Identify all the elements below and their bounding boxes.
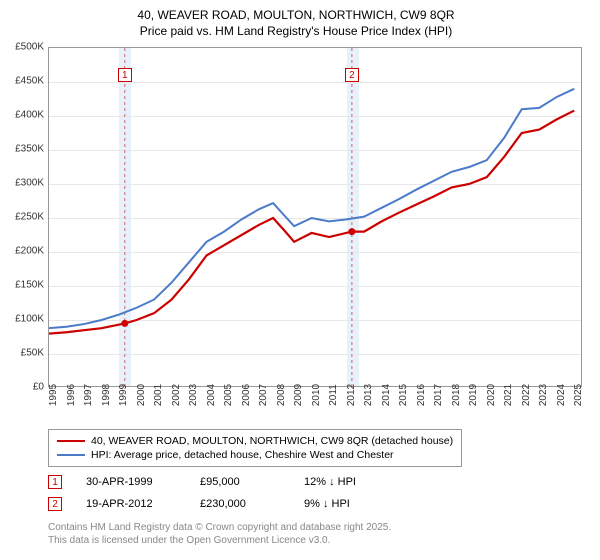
footer-attribution: Contains HM Land Registry data © Crown c…: [48, 521, 582, 547]
chart-area: £0 £50K £100K £150K £200K £250K £300K £350K £400…: [10, 43, 582, 423]
chart-svg: [49, 48, 583, 388]
x-tick-label: 2018: [451, 384, 462, 406]
sale-price: £95,000: [200, 476, 280, 488]
x-tick-label: 2014: [381, 384, 392, 406]
x-tick-label: 2004: [206, 384, 217, 406]
x-tick-label: 2013: [363, 384, 374, 406]
x-tick-label: 2005: [223, 384, 234, 406]
x-tick-label: 1996: [66, 384, 77, 406]
y-tick-label: £50K: [21, 348, 44, 359]
y-tick-label: £0: [33, 382, 44, 393]
legend-swatch: [57, 454, 85, 457]
y-tick-label: £300K: [15, 178, 44, 189]
sale-date: 30-APR-1999: [86, 476, 176, 488]
x-tick-label: 2017: [433, 384, 444, 406]
footer-line-1: Contains HM Land Registry data © Crown c…: [48, 521, 582, 534]
x-tick-label: 2003: [188, 384, 199, 406]
x-tick-label: 2011: [328, 384, 339, 406]
y-tick-label: £350K: [15, 144, 44, 155]
legend-item: 40, WEAVER ROAD, MOULTON, NORTHWICH, CW9…: [57, 434, 453, 448]
y-tick-label: £400K: [15, 110, 44, 121]
title-line-2: Price paid vs. HM Land Registry's House …: [10, 24, 582, 40]
sale-row: 1 30-APR-1999 £95,000 12% ↓ HPI: [48, 471, 582, 493]
x-tick-label: 2006: [241, 384, 252, 406]
y-tick-label: £100K: [15, 314, 44, 325]
x-tick-label: 2009: [293, 384, 304, 406]
sale-row-marker: 2: [48, 497, 62, 511]
legend-label: HPI: Average price, detached house, Ches…: [91, 449, 394, 461]
x-tick-label: 2022: [521, 384, 532, 406]
y-tick-label: £200K: [15, 246, 44, 257]
legend-label: 40, WEAVER ROAD, MOULTON, NORTHWICH, CW9…: [91, 435, 453, 447]
sale-price: £230,000: [200, 498, 280, 510]
x-tick-label: 1998: [101, 384, 112, 406]
y-tick-label: £150K: [15, 280, 44, 291]
legend: 40, WEAVER ROAD, MOULTON, NORTHWICH, CW9…: [48, 429, 462, 467]
y-tick-label: £500K: [15, 42, 44, 53]
chart-container: 40, WEAVER ROAD, MOULTON, NORTHWICH, CW9…: [0, 0, 600, 560]
x-tick-label: 2000: [136, 384, 147, 406]
x-tick-label: 1997: [83, 384, 94, 406]
x-axis-ticks: 1995199619971998199920002001200220032004…: [48, 391, 582, 421]
x-tick-label: 2007: [258, 384, 269, 406]
legend-item: HPI: Average price, detached house, Ches…: [57, 448, 453, 462]
sale-date: 19-APR-2012: [86, 498, 176, 510]
x-tick-label: 2020: [486, 384, 497, 406]
sale-marker-label: 2: [345, 68, 359, 82]
x-tick-label: 2012: [346, 384, 357, 406]
sale-row-marker: 1: [48, 475, 62, 489]
y-tick-label: £450K: [15, 76, 44, 87]
x-tick-label: 2016: [416, 384, 427, 406]
sale-diff: 9% ↓ HPI: [304, 498, 394, 510]
x-tick-label: 2010: [311, 384, 322, 406]
footer-line-2: This data is licensed under the Open Gov…: [48, 534, 582, 547]
title-line-1: 40, WEAVER ROAD, MOULTON, NORTHWICH, CW9…: [10, 8, 582, 24]
x-tick-label: 2024: [556, 384, 567, 406]
chart-title: 40, WEAVER ROAD, MOULTON, NORTHWICH, CW9…: [10, 8, 582, 39]
x-tick-label: 2023: [538, 384, 549, 406]
sales-table: 1 30-APR-1999 £95,000 12% ↓ HPI 2 19-APR-2012…: [48, 471, 582, 515]
sale-row: 2 19-APR-2012 £230,000 9% ↓ HPI: [48, 493, 582, 515]
x-tick-label: 2025: [573, 384, 584, 406]
legend-swatch: [57, 440, 85, 443]
x-tick-label: 2008: [276, 384, 287, 406]
y-tick-label: £250K: [15, 212, 44, 223]
x-tick-label: 2019: [468, 384, 479, 406]
y-axis-ticks: £0£50K£100K£150K£200K£250K£300K£350K£400…: [10, 47, 46, 387]
plot-region: 12: [48, 47, 582, 387]
sale-diff: 12% ↓ HPI: [304, 476, 394, 488]
x-tick-label: 1995: [48, 384, 59, 406]
sale-marker-label: 1: [118, 68, 132, 82]
x-tick-label: 2002: [171, 384, 182, 406]
x-tick-label: 2015: [398, 384, 409, 406]
x-tick-label: 2001: [153, 384, 164, 406]
x-tick-label: 1999: [118, 384, 129, 406]
x-tick-label: 2021: [503, 384, 514, 406]
